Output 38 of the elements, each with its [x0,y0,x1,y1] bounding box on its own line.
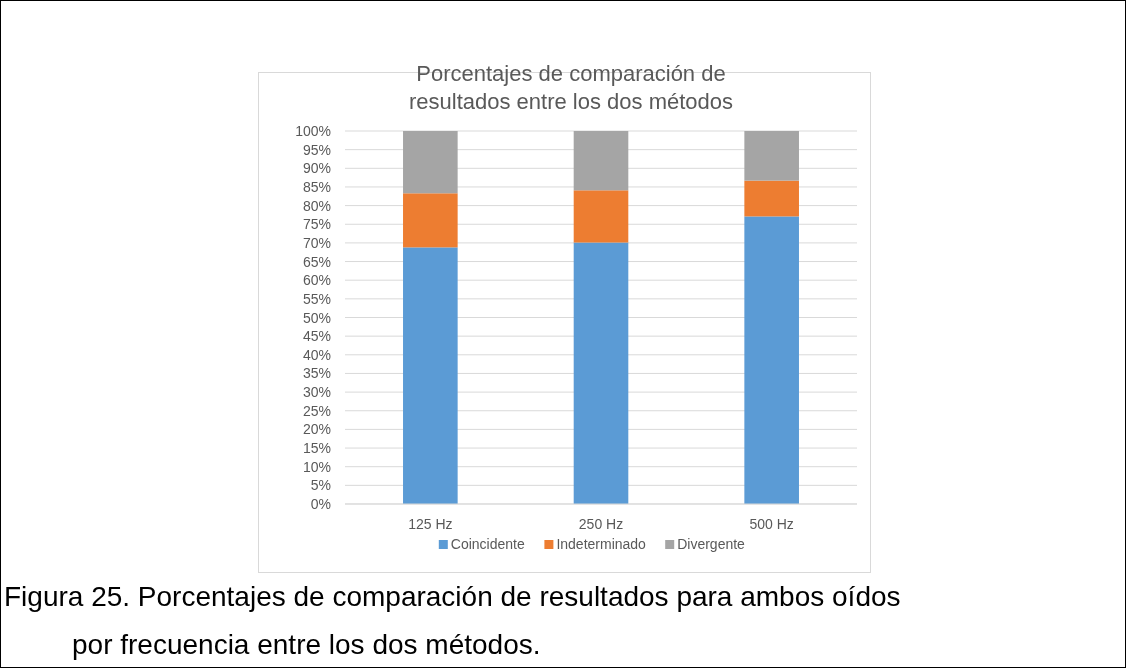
bar [573,190,629,243]
y-tick-label: 20% [302,421,331,438]
bar [744,180,799,217]
y-tick-label: 90% [302,160,331,177]
y-tick-label: 10% [302,458,331,475]
y-tick-label: 70% [302,234,331,251]
y-tick-label: 95% [302,141,331,158]
y-tick-label: 25% [302,402,331,419]
x-tick-label: 250 Hz [578,516,624,532]
legend-label: Indeterminado [556,536,647,552]
y-tick-label: 0% [310,496,331,512]
x-tick-label: 125 Hz [408,516,453,532]
bar [744,216,799,504]
y-tick-label: 5% [310,477,331,494]
y-tick-label: 80% [302,197,331,214]
bar [403,131,458,194]
legend-label: Divergente [677,536,746,552]
bar [403,247,458,504]
y-tick-label: 85% [302,178,331,195]
legend-label: Coincidente [450,536,525,552]
y-tick-label: 60% [302,272,331,289]
bar [403,193,458,248]
bar [573,131,629,191]
y-tick-label: 40% [302,346,331,363]
y-tick-label: 75% [302,216,331,233]
y-tick-label: 15% [302,440,331,457]
y-tick-label: 65% [302,253,331,270]
y-tick-label: 100% [295,123,331,139]
y-tick-label: 50% [302,309,331,326]
y-tick-label: 55% [302,290,331,307]
text: Figura 25. Porcentajes de comparación de resultados para ambos oídos por frecuencia entre los dos métodos. [4,581,901,660]
y-tick-label: 35% [302,365,331,382]
x-tick-label: 500 Hz [749,516,794,532]
chart-title: Porcentajes de comparación de resultados entre los dos métodos [408,61,734,114]
y-tick-label: 30% [302,384,331,401]
bar [744,131,799,181]
y-tick-label: 45% [302,328,331,345]
bar [573,242,629,504]
